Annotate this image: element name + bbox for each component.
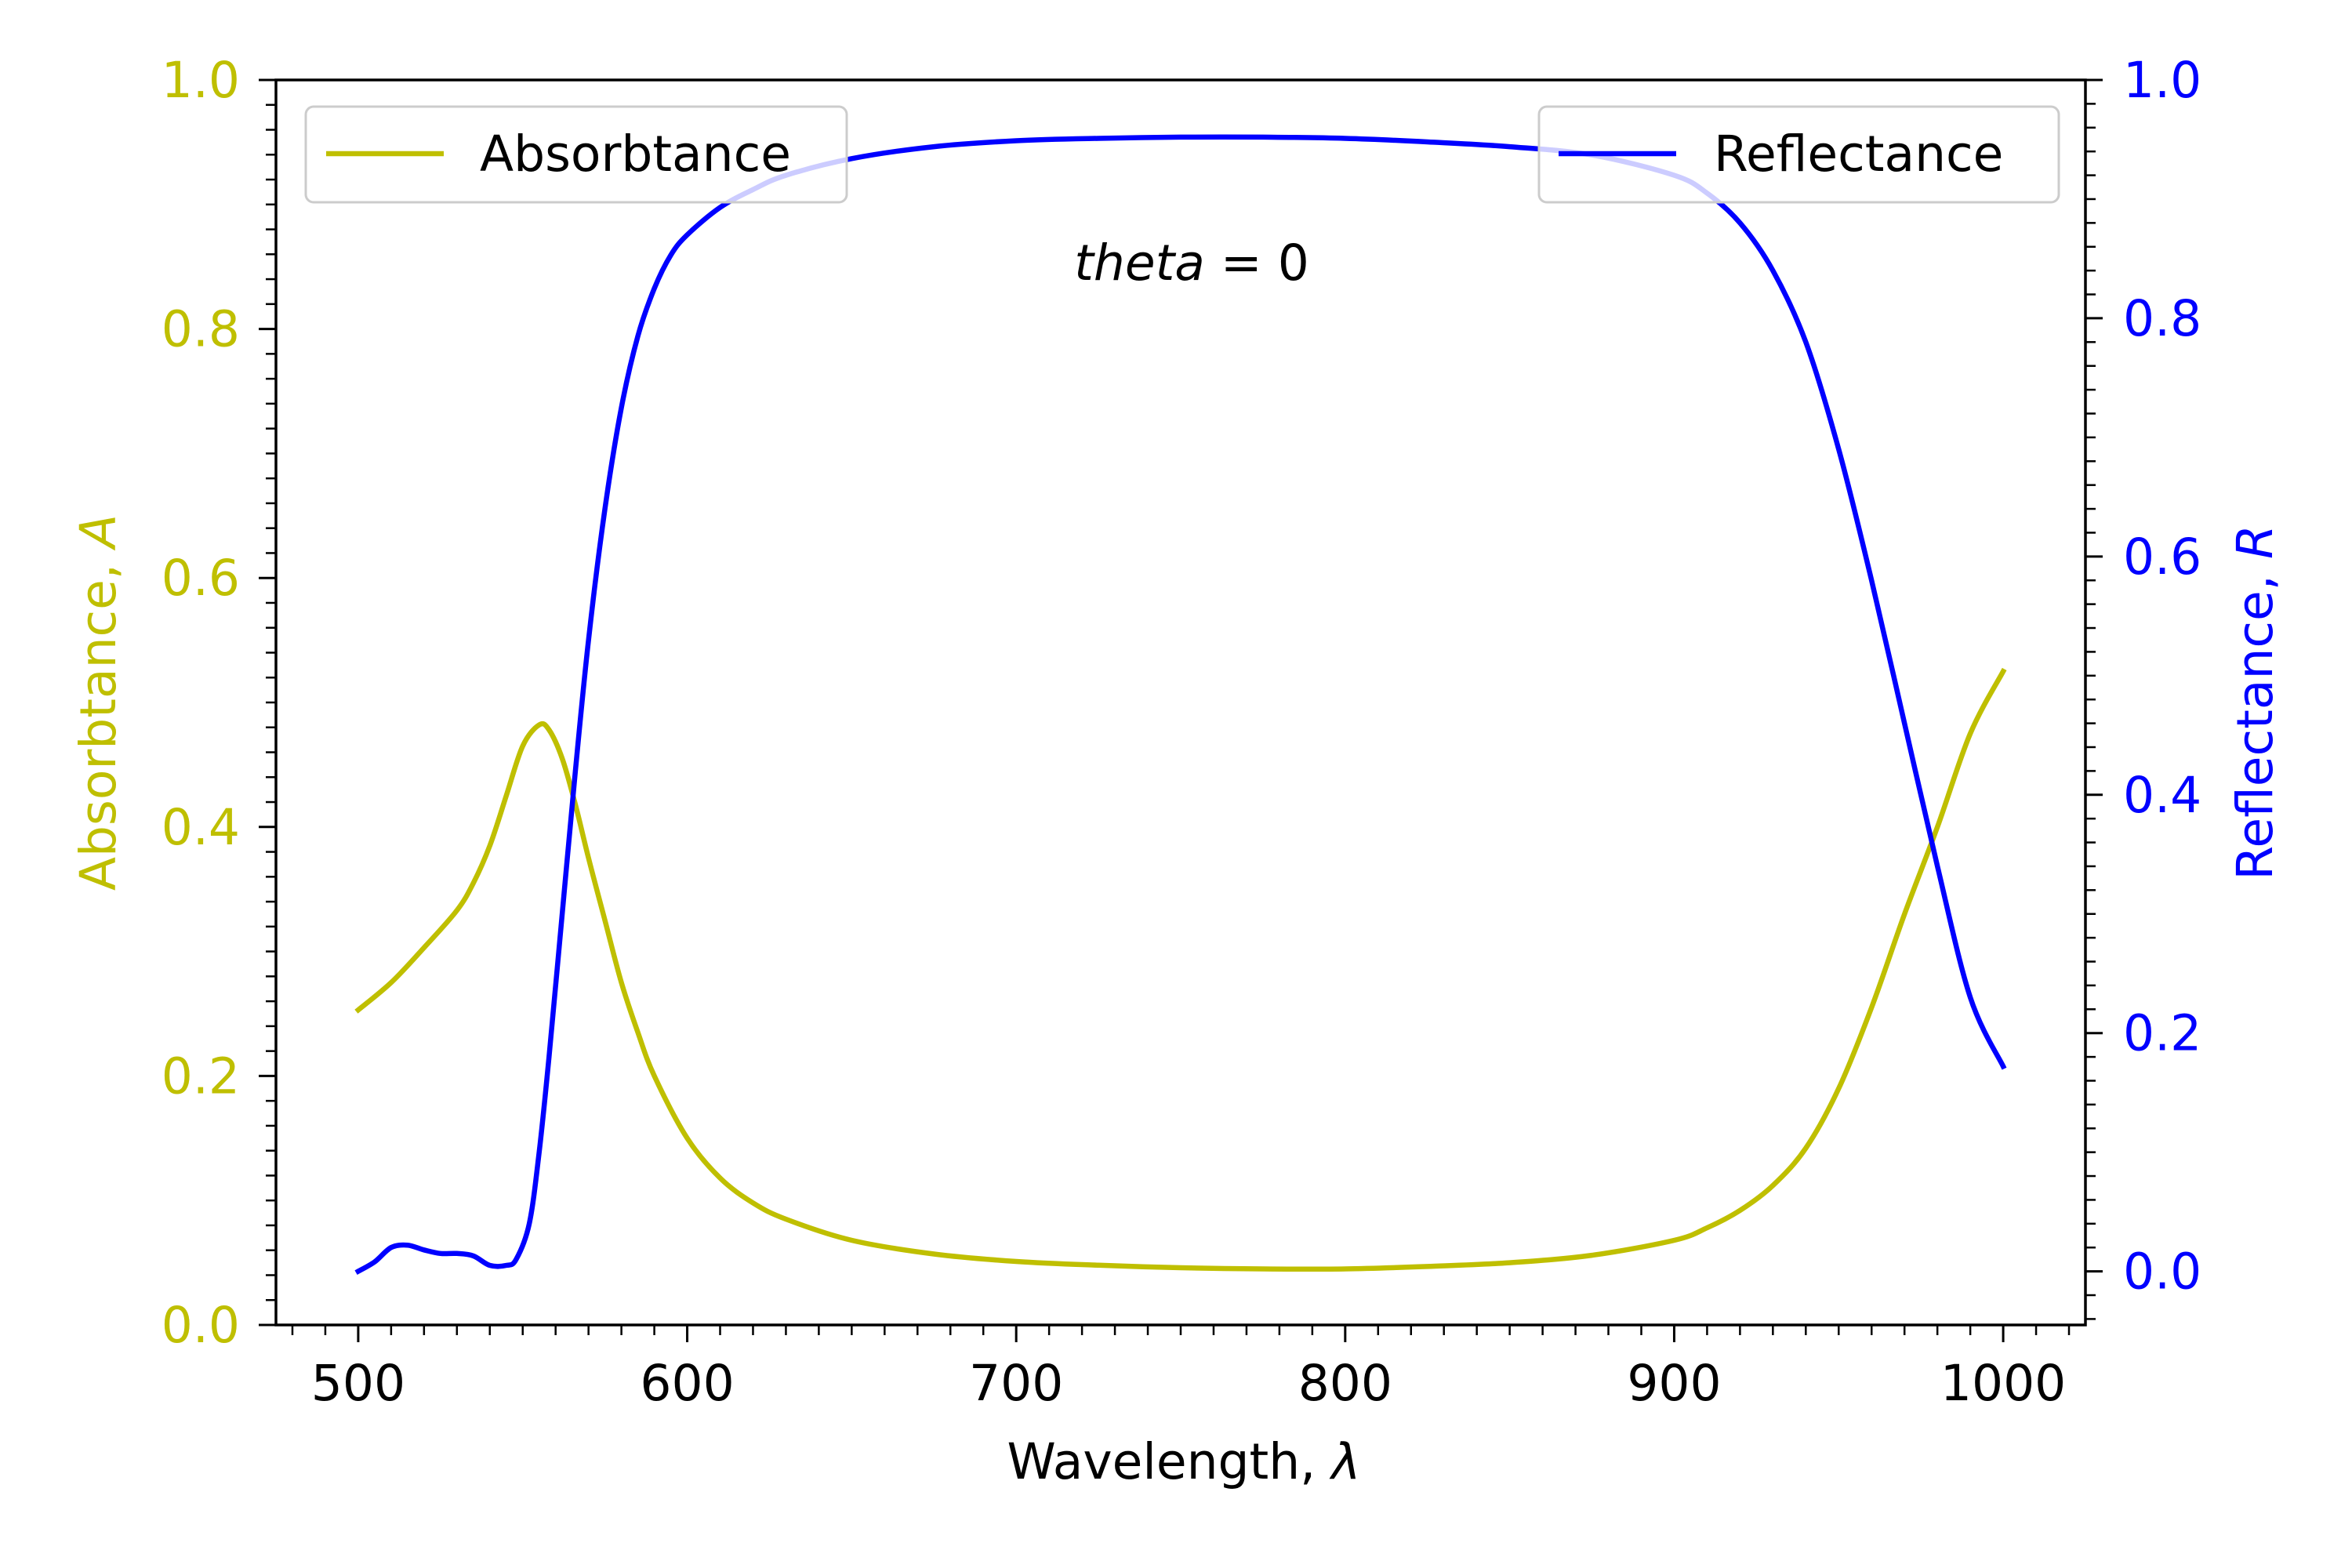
- x-tick-label: 700: [969, 1355, 1063, 1412]
- annotation-symbol: theta: [1074, 234, 1205, 292]
- legend-label: Absorbtance: [480, 125, 791, 183]
- theta-annotation: theta = 0: [1074, 234, 1309, 292]
- legend-box: [1537, 105, 2060, 204]
- y-axis-right-title: Reflectance, R: [2227, 524, 2284, 880]
- y-left-tick-label: 0.4: [162, 799, 240, 856]
- y-right-tick-label: 0.2: [2123, 1005, 2201, 1062]
- legend-reflectance: Reflectance: [1537, 105, 2060, 204]
- x-tick-label: 900: [1627, 1355, 1721, 1412]
- y-axis-right-title-text: Reflectance,: [2227, 559, 2284, 880]
- y-axis-right-title-symbol: R: [2227, 524, 2284, 559]
- legend-box: [304, 105, 848, 204]
- x-tick-label: 800: [1298, 1355, 1392, 1412]
- y-left-tick-label: 1.0: [162, 52, 240, 109]
- legend-absorbtance: Absorbtance: [304, 105, 848, 204]
- minor-ticks: [266, 103, 2096, 1335]
- y-left-tick-label: 0.2: [162, 1047, 240, 1105]
- plot-frame: [274, 78, 2087, 1327]
- y-right-tick-label: 1.0: [2123, 52, 2201, 109]
- annotation-value: = 0: [1205, 234, 1309, 292]
- y-axis-left-title-text: Absorbtance,: [70, 548, 127, 891]
- y-right-tick-label: 0.0: [2123, 1243, 2201, 1301]
- x-tick-label: 1000: [1940, 1355, 2066, 1412]
- x-tick-label: 600: [640, 1355, 734, 1412]
- y-left-tick-label: 0.6: [162, 550, 240, 607]
- y-left-tick-label: 0.0: [162, 1297, 240, 1354]
- series-line-absorbtance: [354, 667, 2007, 1272]
- tick-labels: 500 600 700 800 900 1000 0.0 0.2 0.4 0.6 0.8 1.0 0.0…: [162, 52, 2201, 1412]
- y-axis-left-title: Absorbtance, A: [70, 514, 127, 891]
- y-left-tick-label: 0.8: [162, 301, 240, 358]
- y-right-tick-label: 0.6: [2123, 528, 2201, 586]
- x-axis-title: Wavelength, λ: [1007, 1433, 1360, 1490]
- legend-label: Reflectance: [1714, 125, 2003, 183]
- x-axis-title-text: Wavelength,: [1007, 1433, 1331, 1490]
- x-tick-label: 500: [311, 1355, 405, 1412]
- y-right-tick-label: 0.8: [2123, 290, 2201, 347]
- x-axis-title-symbol: λ: [1329, 1433, 1360, 1490]
- y-axis-left-title-symbol: A: [70, 514, 127, 551]
- major-ticks: [259, 78, 2103, 1342]
- y-right-tick-label: 0.4: [2123, 767, 2201, 824]
